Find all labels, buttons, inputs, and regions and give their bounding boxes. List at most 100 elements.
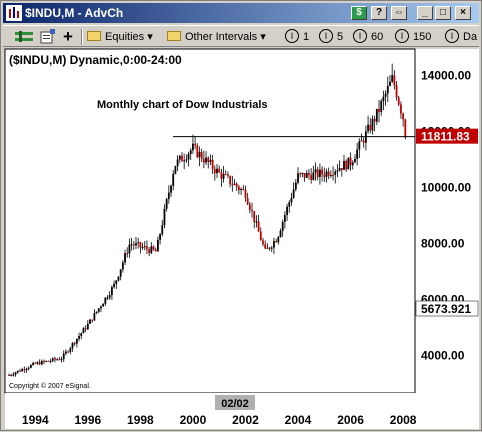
- candle-body: [213, 168, 216, 174]
- candle-body: [275, 241, 278, 243]
- candle-body: [264, 244, 267, 249]
- candle-body: [73, 343, 76, 345]
- candle-body: [327, 171, 330, 176]
- x-tick-label: 2008: [390, 413, 417, 427]
- interval-label: Da: [463, 31, 478, 43]
- candle-body: [235, 183, 238, 187]
- candle-body: [121, 262, 124, 270]
- candle-body: [209, 159, 212, 162]
- interval-button-150[interactable]: I 150: [395, 28, 431, 46]
- add-icon[interactable]: +: [63, 27, 73, 46]
- link-chain-icon[interactable]: [13, 28, 35, 46]
- candle-body: [240, 189, 242, 191]
- candle-body: [176, 159, 179, 167]
- candle-body: [292, 189, 295, 198]
- other-intervals-dropdown[interactable]: Other Intervals ▾: [167, 28, 266, 46]
- candle-body: [32, 362, 34, 366]
- candle-body: [391, 75, 394, 82]
- chart-annotation: Monthly chart of Dow Industrials: [97, 99, 268, 111]
- candle-body: [152, 246, 155, 250]
- candle-body: [167, 192, 170, 200]
- help-button[interactable]: ?: [371, 6, 387, 20]
- title-bar[interactable]: $INDU,M - AdvCh $ ? ⇔ _ □ ×: [3, 3, 479, 23]
- candle-body: [23, 369, 26, 371]
- candle-body: [170, 185, 172, 193]
- candle-body: [389, 81, 391, 86]
- dollar-button[interactable]: $: [351, 6, 367, 20]
- candle-body: [135, 243, 137, 246]
- equities-dropdown[interactable]: Equities ▾: [87, 28, 153, 46]
- candle-body: [146, 246, 148, 250]
- candle-body: [369, 124, 372, 131]
- interval-button-60[interactable]: I 60: [353, 28, 383, 46]
- candle-body: [277, 236, 280, 243]
- candle-body: [222, 174, 225, 179]
- candle-body: [163, 208, 166, 226]
- maximize-button[interactable]: □: [435, 6, 451, 20]
- candle-body: [358, 141, 361, 150]
- candle-body: [183, 160, 186, 162]
- candle-body: [312, 172, 315, 180]
- candle-body: [194, 143, 197, 146]
- close-button[interactable]: ×: [455, 6, 471, 20]
- interval-label: 150: [413, 31, 432, 43]
- candle-body: [89, 319, 91, 324]
- x-tick-label: 1996: [74, 413, 101, 427]
- candle-body: [80, 333, 83, 337]
- candle-body: [244, 189, 247, 198]
- candle-body: [316, 169, 319, 177]
- candle-body: [297, 173, 299, 183]
- candle-body: [262, 240, 264, 245]
- candle-body: [25, 368, 28, 371]
- x-tick-label: 2004: [285, 413, 312, 427]
- x-tick-label: 1994: [22, 413, 49, 427]
- candle-body: [150, 246, 153, 254]
- candle-body: [192, 143, 194, 151]
- candle-body: [273, 241, 275, 248]
- interval-label: 1: [303, 31, 310, 43]
- candles-group: [8, 63, 407, 377]
- interval-button-daily[interactable]: I Da: [445, 28, 477, 46]
- link-button[interactable]: ⇔: [391, 6, 407, 20]
- candle-body: [362, 140, 365, 143]
- candle-body: [345, 160, 348, 170]
- candle-body: [102, 303, 105, 307]
- candle-body: [255, 221, 258, 223]
- candle-body: [404, 119, 407, 138]
- candle-body: [338, 167, 341, 171]
- candle-body: [189, 150, 192, 154]
- candle-body: [380, 101, 383, 112]
- candle-body: [308, 172, 310, 176]
- candle-body: [253, 211, 256, 223]
- candle-body: [178, 155, 181, 160]
- candle-body: [400, 104, 402, 114]
- candle-body: [375, 108, 378, 122]
- candle-body: [299, 173, 302, 175]
- candle-body: [148, 249, 151, 254]
- candle-body: [340, 167, 343, 170]
- properties-icon[interactable]: [39, 28, 57, 46]
- candle-body: [62, 353, 65, 360]
- cursor-price-label: 5673.921: [421, 302, 471, 316]
- candle-body: [78, 336, 80, 339]
- candle-body: [283, 215, 286, 222]
- cursor-date-label: 02/02: [221, 398, 249, 410]
- candle-body: [126, 253, 129, 255]
- candle-body: [393, 75, 396, 86]
- chart-header: ($INDU,M) Dynamic,0:00-24:00: [9, 53, 182, 67]
- candle-body: [115, 280, 118, 284]
- candle-body: [351, 162, 354, 166]
- candle-body: [329, 174, 332, 176]
- candle-body: [97, 308, 100, 312]
- candle-body: [165, 199, 168, 209]
- last-price-label: 11811.83: [421, 130, 470, 144]
- minimize-button[interactable]: _: [417, 6, 433, 20]
- candle-body: [211, 159, 214, 169]
- chart-app-icon: [6, 5, 22, 21]
- x-tick-label: 2002: [232, 413, 259, 427]
- cursor-price-tag: [415, 300, 479, 317]
